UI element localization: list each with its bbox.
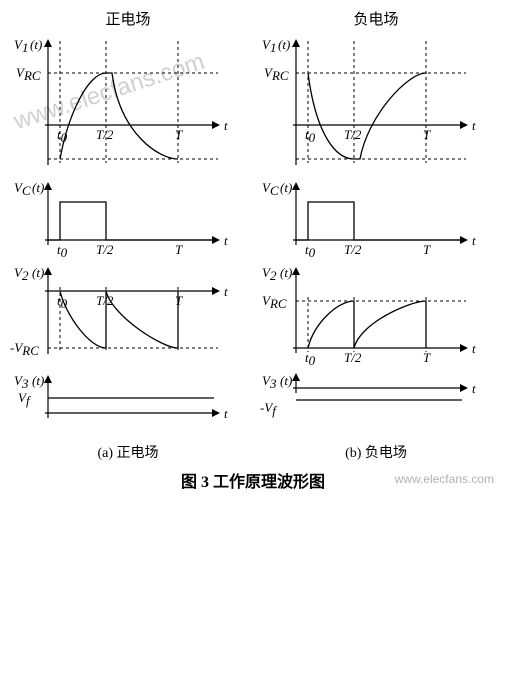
svg-text:(t): (t) [32, 180, 44, 195]
svg-text:T: T [423, 242, 431, 257]
svg-text:T: T [423, 127, 431, 142]
svg-text:V3: V3 [262, 373, 277, 391]
svg-text:Vf: Vf [18, 390, 32, 408]
svg-text:VRC: VRC [16, 65, 41, 83]
svg-text:(t): (t) [280, 373, 292, 388]
svg-text:t0: t0 [57, 127, 68, 145]
sub-caption-neg: (b) 负电场 [256, 442, 496, 462]
svg-text:(t): (t) [32, 373, 44, 388]
panels-pos: V1(t)VRCt0T/2TtVC(t)t0T/2TtV2(t)-VRCt0T/… [8, 33, 248, 438]
columns: 正电场 V1(t)VRCt0T/2TtVC(t)t0T/2TtV2(t)-VRC… [0, 8, 506, 462]
svg-text:t: t [224, 284, 228, 299]
col-positive: 正电场 V1(t)VRCt0T/2TtVC(t)t0T/2TtV2(t)-VRC… [8, 8, 248, 462]
svg-text:T: T [423, 350, 431, 365]
svg-text:V3: V3 [14, 373, 29, 391]
svg-text:T/2: T/2 [96, 293, 114, 308]
svg-text:t: t [472, 381, 476, 396]
sub-caption-pos: (a) 正电场 [8, 442, 248, 462]
svg-text:T/2: T/2 [96, 242, 114, 257]
col-title-pos: 正电场 [8, 8, 248, 29]
svg-text:V1: V1 [14, 37, 28, 55]
svg-text:(t): (t) [32, 265, 44, 280]
svg-text:V1: V1 [262, 37, 276, 55]
svg-text:T/2: T/2 [344, 242, 362, 257]
svg-text:(t): (t) [280, 265, 292, 280]
svg-text:T: T [175, 127, 183, 142]
svg-text:t: t [224, 406, 228, 421]
col-title-neg: 负电场 [256, 8, 496, 29]
col-negative: 负电场 V1(t)VRCt0T/2TtVC(t)t0T/2TtV2(t)VRCt… [256, 8, 496, 462]
svg-text:t0: t0 [57, 293, 68, 311]
svg-text:(t): (t) [278, 37, 290, 52]
svg-text:T: T [175, 293, 183, 308]
svg-text:V2: V2 [14, 265, 29, 283]
svg-text:-VRC: -VRC [10, 340, 39, 358]
svg-text:t: t [472, 233, 476, 248]
svg-text:-Vf: -Vf [260, 400, 278, 418]
svg-text:(t): (t) [30, 37, 42, 52]
svg-text:VC: VC [262, 180, 279, 198]
svg-text:V2: V2 [262, 265, 277, 283]
svg-text:VC: VC [14, 180, 31, 198]
svg-text:t: t [224, 233, 228, 248]
svg-text:T/2: T/2 [96, 127, 114, 142]
svg-text:t0: t0 [57, 242, 68, 258]
svg-text:t: t [472, 118, 476, 133]
svg-text:T: T [175, 242, 183, 257]
svg-text:t0: t0 [305, 350, 316, 368]
panels-neg: V1(t)VRCt0T/2TtVC(t)t0T/2TtV2(t)VRCt0T/2… [256, 33, 496, 438]
figure-caption: 图 3 工作原理波形图 [0, 468, 506, 492]
svg-text:(t): (t) [280, 180, 292, 195]
svg-text:t: t [224, 118, 228, 133]
svg-text:t: t [472, 341, 476, 356]
svg-text:VRC: VRC [264, 65, 289, 83]
svg-text:VRC: VRC [262, 293, 287, 311]
svg-text:T/2: T/2 [344, 350, 362, 365]
svg-text:T/2: T/2 [344, 127, 362, 142]
svg-text:t0: t0 [305, 242, 316, 258]
svg-text:t0: t0 [305, 127, 316, 145]
